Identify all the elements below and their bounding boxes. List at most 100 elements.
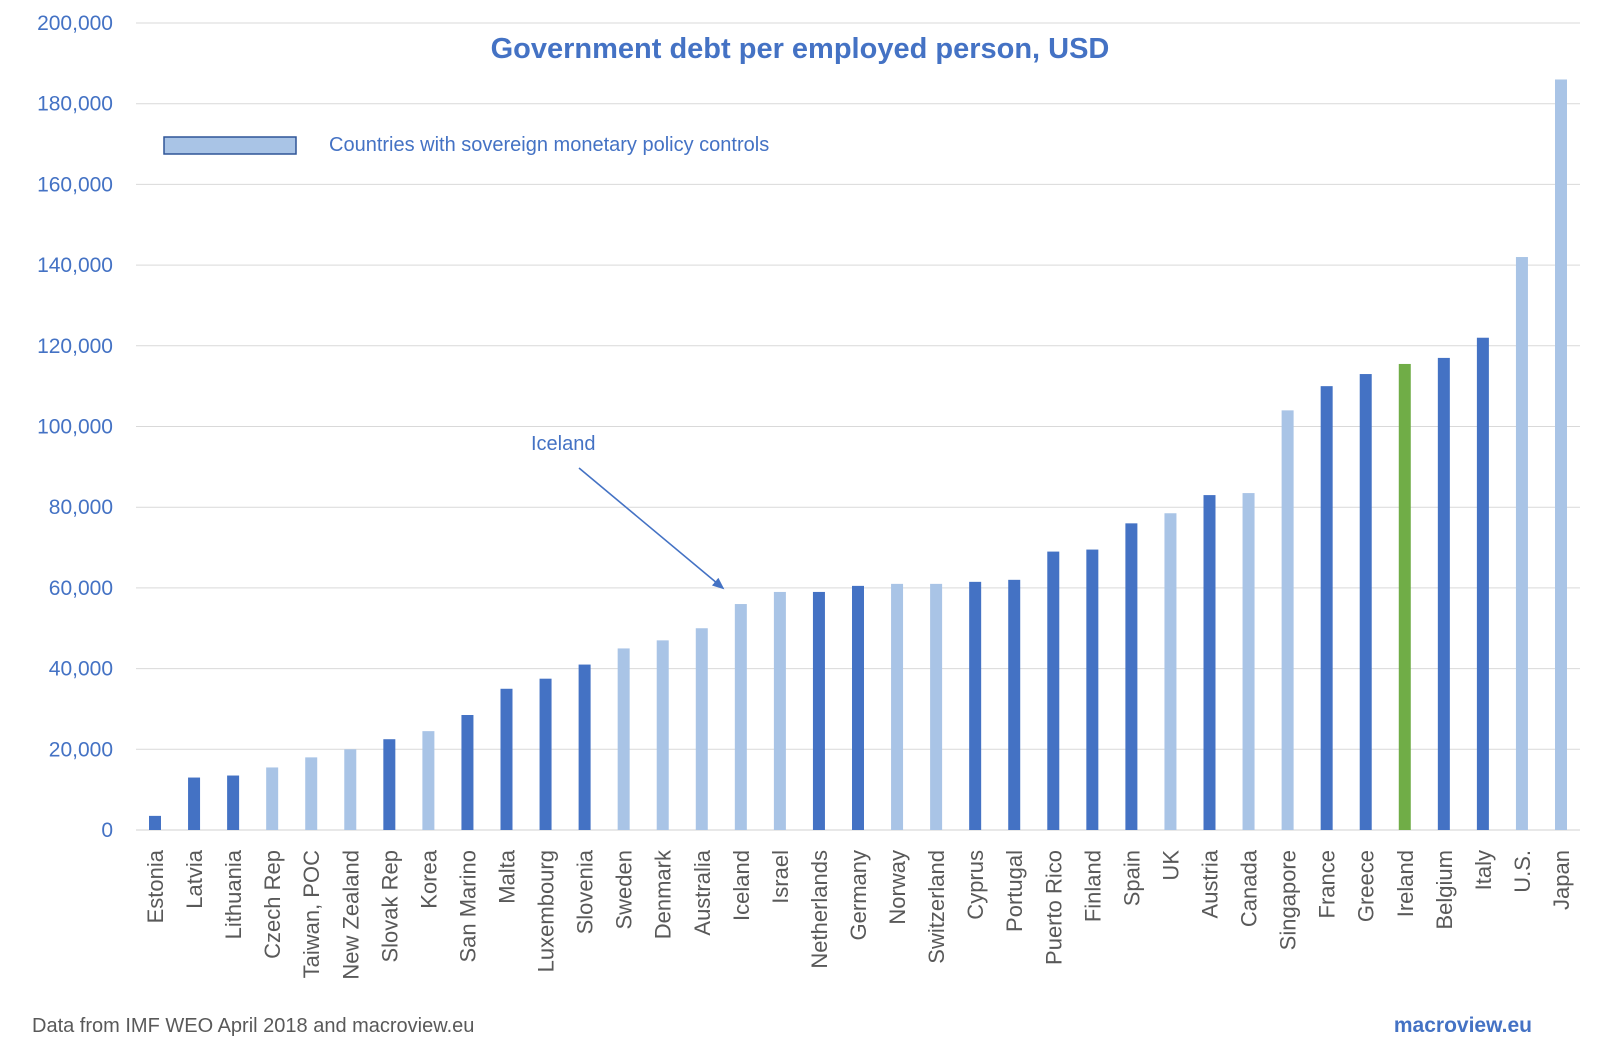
x-category-label: Korea: [416, 849, 441, 908]
bar: [266, 767, 279, 830]
x-category-label: Lithuania: [221, 849, 246, 939]
bar: [617, 648, 630, 830]
bar: [891, 583, 904, 830]
bar: [695, 628, 708, 830]
legend-swatch-sovereign: [163, 136, 297, 155]
x-category-label: Czech Rep: [260, 850, 285, 959]
x-category-label: Puerto Rico: [1041, 850, 1066, 965]
x-category-label: Canada: [1237, 849, 1262, 927]
x-category-label: Denmark: [651, 849, 676, 939]
x-category-label: Malta: [495, 849, 520, 904]
x-category-label: Switzerland: [924, 850, 949, 964]
y-tick-label: 80,000: [49, 496, 113, 519]
y-tick-label: 100,000: [37, 416, 113, 439]
brand-label: macroview.eu: [1394, 1014, 1532, 1037]
y-tick-label: 200,000: [37, 12, 113, 35]
bar: [1242, 493, 1255, 830]
x-category-label: Australia: [690, 849, 715, 935]
bar: [1008, 579, 1021, 830]
x-category-label: Sweden: [612, 850, 637, 930]
annotation-label: Iceland: [531, 433, 596, 455]
bar: [1398, 363, 1411, 830]
x-category-label: Japan: [1549, 850, 1574, 910]
y-tick-label: 20,000: [49, 738, 113, 761]
bar: [969, 581, 982, 830]
x-category-label: Estonia: [143, 849, 168, 923]
bar: [1164, 513, 1177, 830]
bar: [461, 715, 474, 830]
x-category-label: Belgium: [1432, 850, 1457, 929]
bar: [344, 749, 357, 830]
source-note: Data from IMF WEO April 2018 and macrovi…: [32, 1015, 474, 1037]
x-category-label: Taiwan, POC: [299, 850, 324, 978]
y-tick-label: 40,000: [49, 658, 113, 681]
bar: [734, 604, 747, 830]
x-category-label: UK: [1158, 850, 1183, 881]
x-category-label: Slovenia: [573, 849, 598, 934]
x-category-label: Greece: [1354, 850, 1379, 922]
x-category-label: San Marino: [455, 850, 480, 963]
x-category-label: Netherlands: [807, 850, 832, 969]
y-tick-label: 0: [101, 819, 113, 842]
bar: [500, 688, 513, 830]
chart-title: Government debt per employed person, USD: [491, 33, 1110, 65]
bar: [1320, 386, 1333, 830]
bar: [305, 757, 318, 830]
x-category-label: Portugal: [1002, 850, 1027, 932]
bars: [149, 79, 1567, 831]
bar: [1086, 549, 1099, 830]
bar: [930, 583, 943, 830]
x-category-label: Finland: [1080, 850, 1105, 922]
bar: [539, 678, 552, 830]
legend: Countries with sovereign monetary policy…: [163, 134, 769, 156]
bar: [227, 775, 240, 830]
x-category-label: Singapore: [1276, 850, 1301, 950]
x-category-label: France: [1315, 850, 1340, 918]
bar: [1203, 495, 1216, 830]
y-tick-label: 120,000: [37, 335, 113, 358]
y-tick-label: 60,000: [49, 577, 113, 600]
x-axis-category-labels: Estonia Latvia Lithuania Czech Rep Taiwan, P…: [143, 849, 1574, 980]
bar: [149, 815, 161, 830]
bar: [656, 640, 669, 830]
bar: [1047, 551, 1060, 830]
x-category-label: Iceland: [729, 850, 754, 921]
x-category-label: New Zealand: [338, 850, 363, 980]
bar: [812, 591, 825, 830]
bar: [1281, 410, 1294, 830]
x-category-label: Slovak Rep: [377, 850, 402, 963]
x-category-label: Luxembourg: [534, 850, 559, 972]
bar: [578, 664, 591, 830]
bar: [1476, 337, 1489, 830]
x-category-label: Israel: [768, 850, 793, 904]
iceland-annotation: Iceland: [531, 433, 725, 590]
bar: [1515, 257, 1528, 830]
x-category-label: Latvia: [182, 849, 207, 908]
x-category-label: Ireland: [1393, 850, 1418, 917]
x-category-label: Spain: [1119, 850, 1144, 906]
bar: [188, 777, 201, 830]
bar: [422, 731, 435, 830]
x-category-label: Austria: [1198, 849, 1223, 918]
y-tick-label: 160,000: [37, 173, 113, 196]
y-tick-label: 140,000: [37, 254, 113, 277]
gridlines: [136, 22, 1580, 831]
annotation-arrow: [578, 467, 725, 590]
x-category-label: Cyprus: [963, 850, 988, 920]
legend-label-sovereign: Countries with sovereign monetary policy…: [329, 134, 769, 156]
bar: [1125, 523, 1138, 830]
bar: [852, 585, 864, 830]
bar: [1359, 374, 1372, 830]
bar: [1555, 79, 1567, 831]
y-axis-tick-labels: 0 20,000 40,000 60,000 80,000 100,000 120,000 1…: [37, 12, 113, 842]
bar: [1437, 357, 1450, 830]
y-tick-label: 180,000: [37, 93, 113, 116]
x-category-label: Germany: [846, 850, 871, 940]
bar: [383, 739, 396, 830]
x-category-label: Italy: [1471, 850, 1496, 890]
x-category-label: U.S.: [1510, 850, 1535, 893]
bar: [773, 591, 786, 830]
x-category-label: Norway: [885, 850, 910, 925]
